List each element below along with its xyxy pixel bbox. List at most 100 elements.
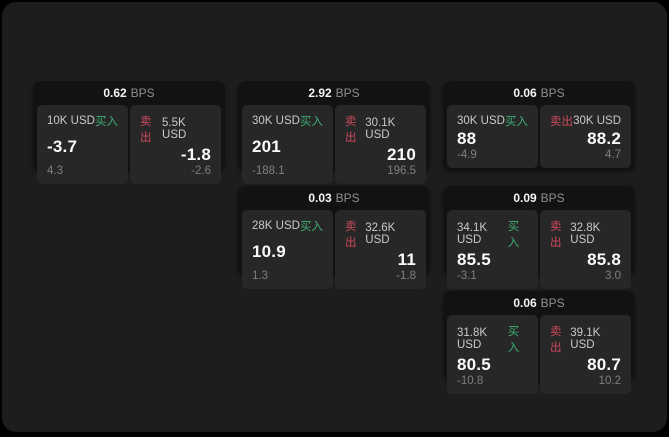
quote-panels: 30K USD 买入 88 -4.9 卖出 30K USD 88.2 4.7 bbox=[443, 105, 635, 172]
bps-spread-value: 0.62 bbox=[103, 86, 127, 100]
sell-side-label: 卖出 bbox=[345, 116, 357, 144]
buy-side-label: 买入 bbox=[95, 116, 118, 128]
sell-side-label: 卖出 bbox=[345, 221, 357, 249]
sell-size: 30K USD bbox=[573, 115, 621, 127]
buy-size: 30K USD bbox=[252, 115, 300, 127]
sell-panel[interactable]: 卖出 39.1K USD 80.7 10.2 bbox=[540, 315, 631, 394]
sell-delta: -2.6 bbox=[191, 165, 211, 177]
sell-side-label: 卖出 bbox=[550, 116, 573, 128]
bps-unit-label: BPS bbox=[335, 191, 360, 205]
card-header: 0.06 BPS bbox=[443, 291, 635, 315]
app-background: 0.62 BPS 10K USD 买入 -3.7 4.3 卖出 bbox=[2, 2, 667, 432]
sell-size: 5.5K USD bbox=[162, 117, 187, 141]
buy-panel[interactable]: 10K USD 买入 -3.7 4.3 bbox=[37, 105, 128, 184]
sell-size: 32.6K USD bbox=[365, 222, 396, 246]
sell-panel[interactable]: 卖出 32.6K USD 11 -1.8 bbox=[335, 210, 426, 289]
bps-unit-label: BPS bbox=[540, 296, 565, 310]
buy-side-label: 买入 bbox=[507, 326, 520, 354]
sell-panel-top: 卖出 5.5K USD bbox=[140, 113, 211, 145]
sell-delta: 10.2 bbox=[598, 375, 621, 387]
buy-panel-top: 30K USD 买入 bbox=[252, 113, 323, 129]
sell-size: 39.1K USD bbox=[570, 327, 601, 351]
buy-panel-top: 28K USD 买入 bbox=[252, 218, 323, 234]
quote-panels: 34.1K USD 买入 85.5 -3.1 卖出 32.8K USD 85.8… bbox=[443, 210, 635, 293]
sell-panel-top: 卖出 30.1K USD bbox=[345, 113, 416, 145]
sell-delta: -1.8 bbox=[396, 270, 416, 282]
buy-panel[interactable]: 34.1K USD 买入 85.5 -3.1 bbox=[447, 210, 538, 289]
bps-spread-value: 0.06 bbox=[513, 86, 537, 100]
buy-price: 10.9 bbox=[252, 242, 286, 261]
sell-side-label: 卖出 bbox=[140, 116, 152, 144]
buy-size: 28K USD bbox=[252, 220, 300, 232]
quote-panels: 10K USD 买入 -3.7 4.3 卖出 5.5K USD -1.8 -2.… bbox=[33, 105, 225, 188]
buy-price: 201 bbox=[252, 137, 281, 156]
sell-panel[interactable]: 卖出 32.8K USD 85.8 3.0 bbox=[540, 210, 631, 289]
buy-size: 34.1K USD bbox=[457, 222, 488, 246]
buy-panel[interactable]: 30K USD 买入 88 -4.9 bbox=[447, 105, 538, 168]
sell-side-label: 卖出 bbox=[550, 221, 562, 249]
buy-price: 88 bbox=[457, 129, 477, 148]
sell-panel[interactable]: 卖出 30K USD 88.2 4.7 bbox=[540, 105, 631, 168]
buy-panel-top: 31.8K USD 买入 bbox=[457, 323, 528, 355]
sell-price: 210 bbox=[387, 145, 416, 164]
sell-price: 85.8 bbox=[587, 250, 621, 269]
sell-panel[interactable]: 卖出 30.1K USD 210 196.5 bbox=[335, 105, 426, 184]
buy-delta: -10.8 bbox=[457, 375, 484, 387]
sell-panel[interactable]: 卖出 5.5K USD -1.8 -2.6 bbox=[130, 105, 221, 184]
bps-spread-value: 0.09 bbox=[513, 191, 537, 205]
sell-price: -1.8 bbox=[180, 145, 211, 164]
buy-price: 85.5 bbox=[457, 250, 491, 269]
sell-price: 80.7 bbox=[587, 355, 621, 374]
bps-unit-label: BPS bbox=[540, 191, 565, 205]
quote-card: 2.92 BPS 30K USD 买入 201 -188.1 卖出 bbox=[238, 81, 430, 184]
buy-size: 30K USD bbox=[457, 115, 505, 127]
buy-panel-top: 34.1K USD 买入 bbox=[457, 218, 528, 250]
buy-panel[interactable]: 31.8K USD 买入 80.5 -10.8 bbox=[447, 315, 538, 394]
buy-side-label: 买入 bbox=[300, 221, 323, 233]
quote-card: 0.06 BPS 31.8K USD 买入 80.5 -10.8 卖 bbox=[443, 291, 635, 394]
bps-unit-label: BPS bbox=[540, 86, 565, 100]
quote-panels: 31.8K USD 买入 80.5 -10.8 卖出 39.1K USD 80.… bbox=[443, 315, 635, 398]
quote-card: 0.09 BPS 34.1K USD 买入 85.5 -3.1 卖出 bbox=[443, 186, 635, 289]
buy-side-label: 买入 bbox=[505, 116, 528, 128]
quotes-grid: 0.62 BPS 10K USD 买入 -3.7 4.3 卖出 bbox=[33, 81, 635, 394]
buy-size: 31.8K USD bbox=[457, 327, 488, 351]
quote-panels: 28K USD 买入 10.9 1.3 卖出 32.6K USD 11 -1.8 bbox=[238, 210, 430, 293]
sell-price: 11 bbox=[397, 250, 416, 269]
bps-spread-value: 0.03 bbox=[308, 191, 332, 205]
buy-panel-top: 30K USD 买入 bbox=[457, 113, 528, 129]
buy-price: -3.7 bbox=[47, 137, 78, 156]
quote-panels: 30K USD 买入 201 -188.1 卖出 30.1K USD 210 1… bbox=[238, 105, 430, 188]
buy-panel[interactable]: 28K USD 买入 10.9 1.3 bbox=[242, 210, 333, 289]
bps-unit-label: BPS bbox=[130, 86, 155, 100]
buy-panel[interactable]: 30K USD 买入 201 -188.1 bbox=[242, 105, 333, 184]
quote-card: 0.06 BPS 30K USD 买入 88 -4.9 卖出 bbox=[443, 81, 635, 170]
bps-spread-value: 2.92 bbox=[308, 86, 332, 100]
buy-size: 10K USD bbox=[47, 115, 95, 127]
buy-delta: 1.3 bbox=[252, 270, 268, 282]
card-header: 0.06 BPS bbox=[443, 81, 635, 105]
sell-size: 32.8K USD bbox=[570, 222, 601, 246]
sell-panel-top: 卖出 39.1K USD bbox=[550, 323, 621, 355]
sell-panel-top: 卖出 30K USD bbox=[550, 113, 621, 129]
buy-price: 80.5 bbox=[457, 355, 491, 374]
buy-delta: -188.1 bbox=[252, 165, 285, 177]
buy-delta: -4.9 bbox=[457, 149, 477, 161]
sell-delta: 3.0 bbox=[605, 270, 621, 282]
buy-side-label: 买入 bbox=[507, 221, 520, 249]
card-header: 0.03 BPS bbox=[238, 186, 430, 210]
card-header: 0.09 BPS bbox=[443, 186, 635, 210]
sell-size: 30.1K USD bbox=[365, 117, 396, 141]
sell-side-label: 卖出 bbox=[550, 326, 562, 354]
bps-spread-value: 0.06 bbox=[513, 296, 537, 310]
sell-panel-top: 卖出 32.6K USD bbox=[345, 218, 416, 250]
buy-delta: -3.1 bbox=[457, 270, 477, 282]
buy-panel-top: 10K USD 买入 bbox=[47, 113, 118, 129]
sell-panel-top: 卖出 32.8K USD bbox=[550, 218, 621, 250]
quote-card: 0.62 BPS 10K USD 买入 -3.7 4.3 卖出 bbox=[33, 81, 225, 184]
sell-delta: 196.5 bbox=[387, 165, 416, 177]
sell-delta: 4.7 bbox=[605, 149, 621, 161]
card-header: 0.62 BPS bbox=[33, 81, 225, 105]
sell-price: 88.2 bbox=[587, 129, 621, 148]
